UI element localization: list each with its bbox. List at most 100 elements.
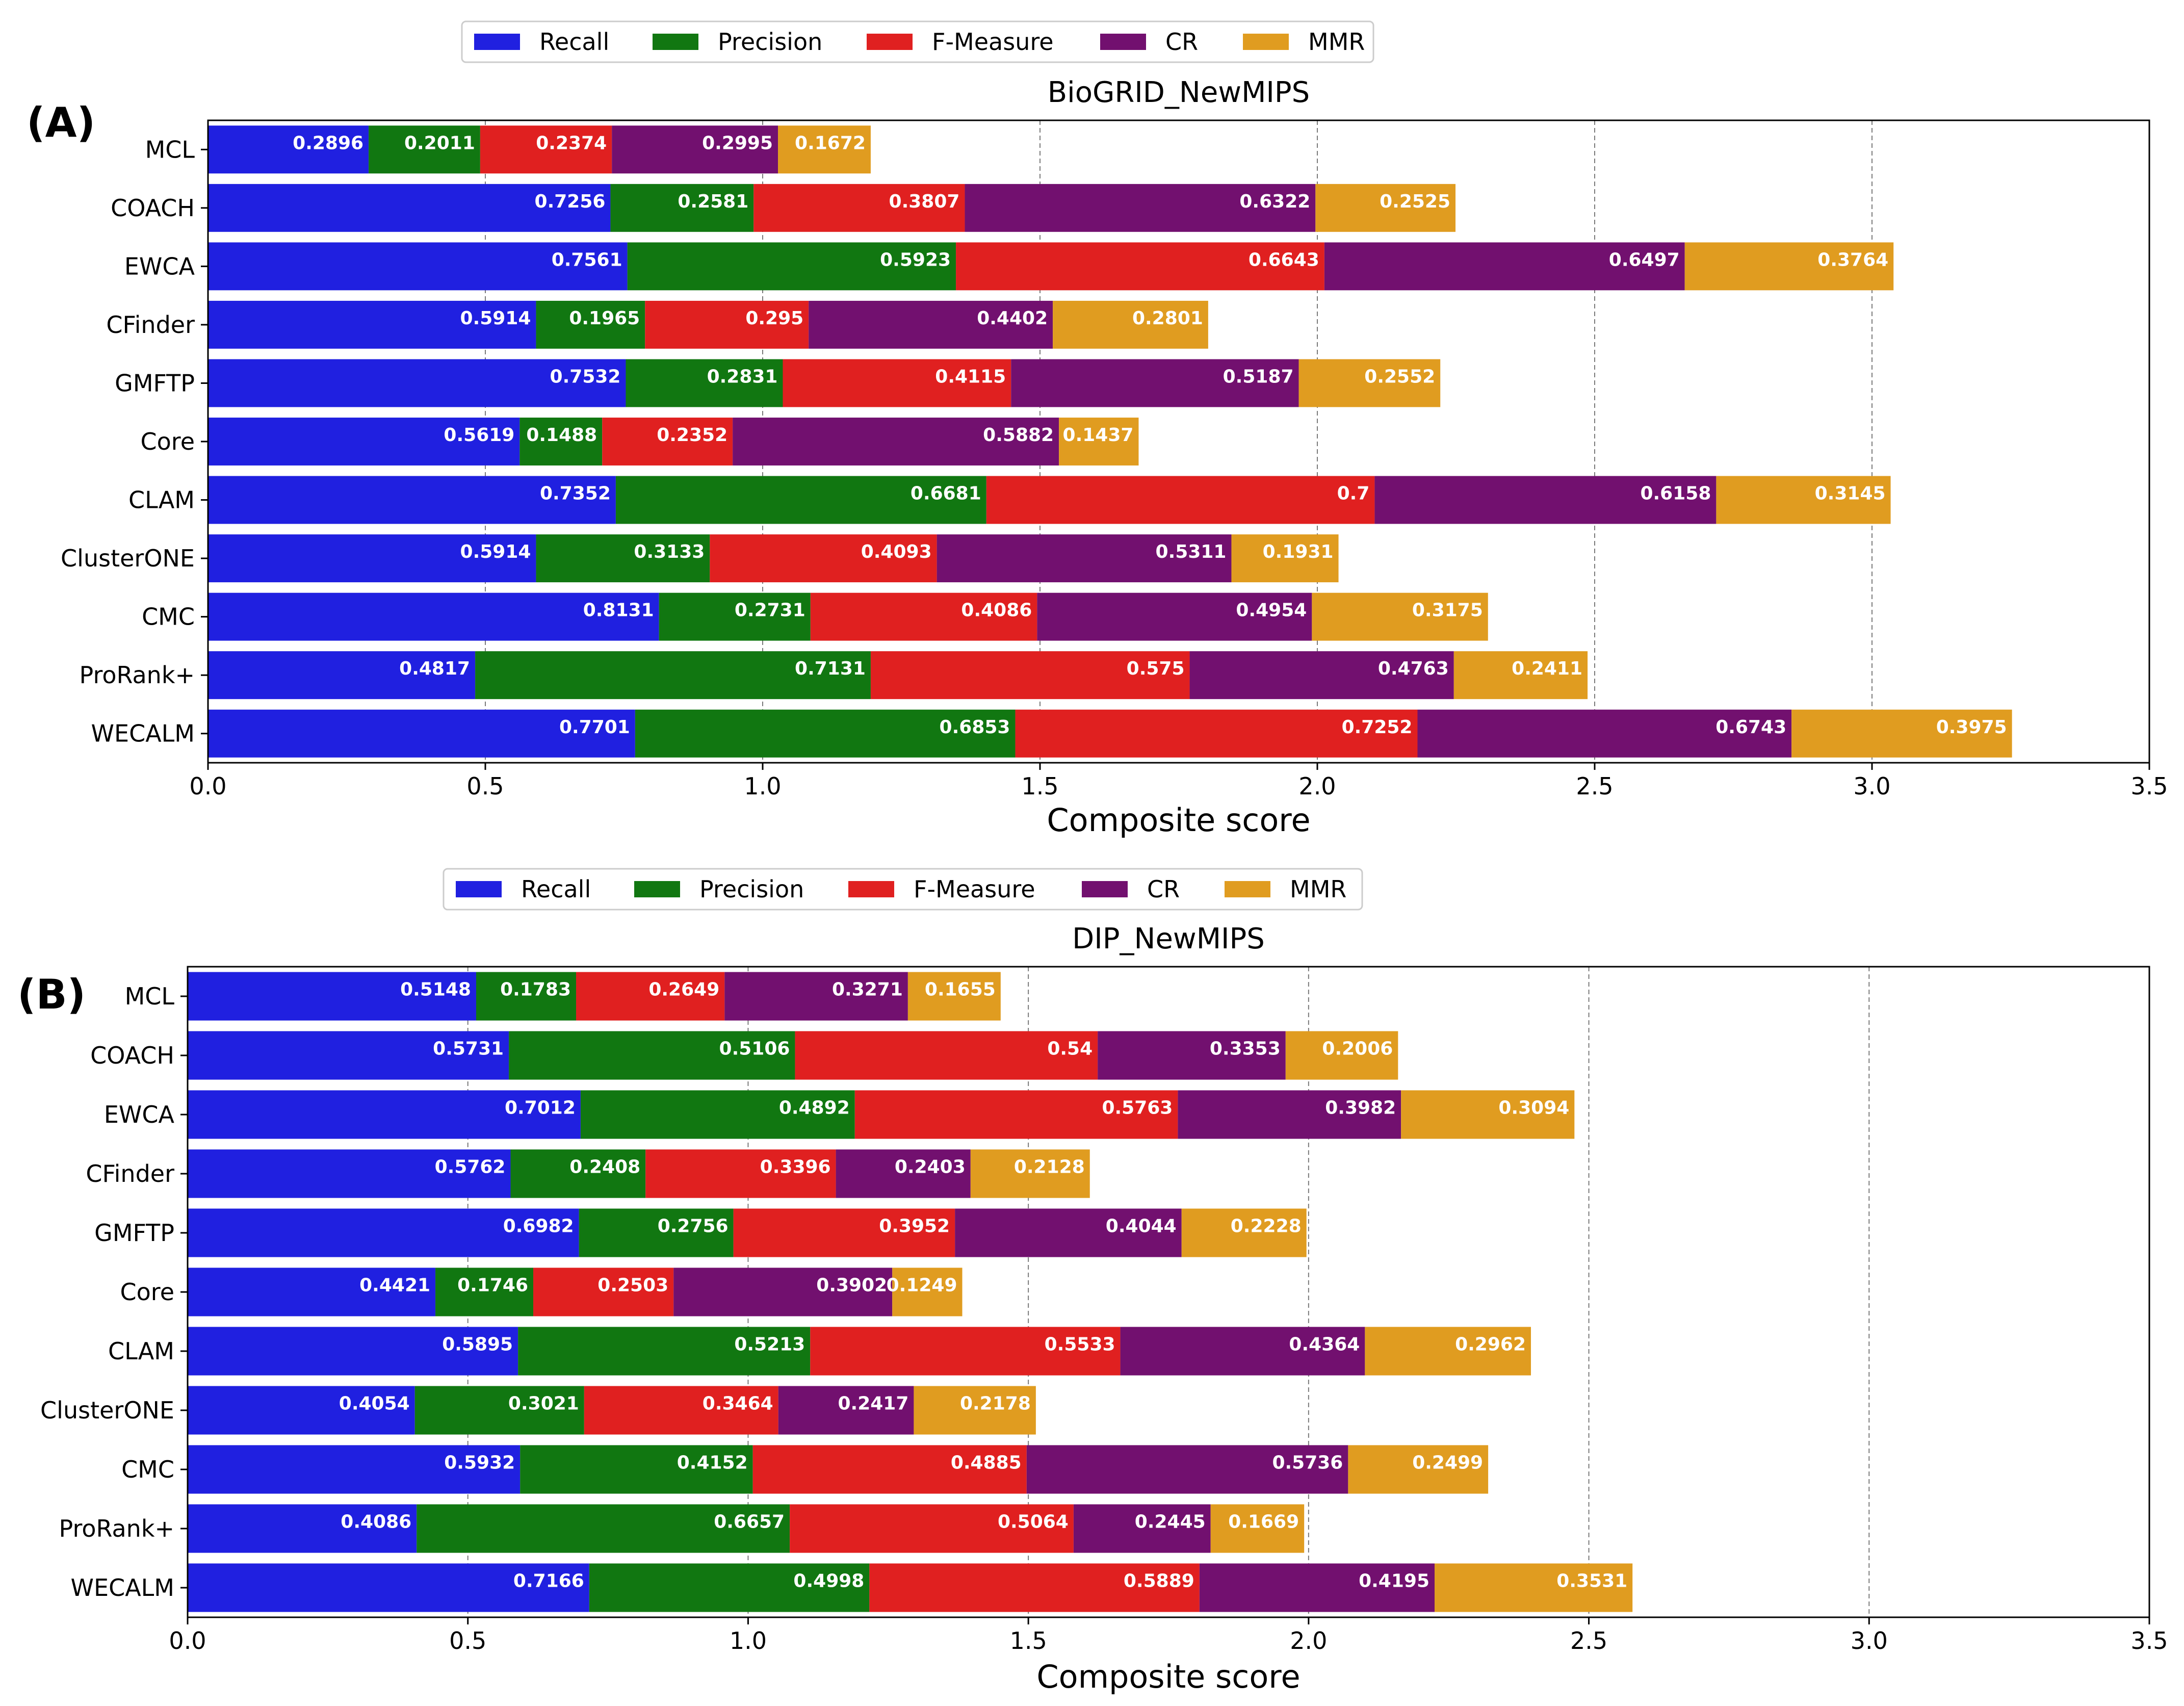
legend-swatch-mmr: [1243, 34, 1289, 50]
bar-segment-precision: [435, 1268, 534, 1316]
bar-segment-f-measure: [645, 300, 809, 349]
x-tick-label: 1.5: [1021, 772, 1058, 800]
category-label: GMFTP: [115, 369, 195, 397]
bar-value-label: 0.2128: [1014, 1156, 1085, 1177]
bar-segment-recall: [208, 359, 626, 407]
bar-value-label: 0.3021: [508, 1393, 579, 1414]
bar-segment-cr: [1199, 1563, 1435, 1612]
bar-segment-precision: [518, 1327, 811, 1376]
bar-segment-f-measure: [870, 651, 1190, 700]
bar-segment-f-measure: [576, 972, 725, 1021]
bar-value-label: 0.5763: [1102, 1097, 1173, 1118]
category-label: MCL: [145, 136, 195, 163]
bar-segment-recall: [208, 592, 659, 641]
bar-segment-cr: [965, 184, 1316, 232]
panel-b-bars: 0.5148 0.1783 0.2649 0.3271 0.1655 0.5731 0.51…: [188, 972, 1633, 1612]
bar-value-label: 0.4421: [359, 1275, 430, 1296]
bar-segment-f-measure: [584, 1386, 778, 1435]
bar-value-label: 0.4115: [935, 366, 1006, 387]
bar-value-label: 0.1746: [457, 1275, 528, 1296]
bar-segment-recall: [188, 972, 476, 1021]
bar-segment-mmr: [1210, 1504, 1305, 1553]
bar-segment-f-measure: [480, 125, 612, 174]
category-label: ClusterONE: [40, 1397, 174, 1424]
bar-segment-mmr: [892, 1268, 963, 1316]
bar-value-label: 0.5619: [444, 425, 514, 446]
bar-value-label: 0.2011: [404, 133, 475, 153]
panel-b-letter: (B): [17, 971, 86, 1018]
category-label: WECALM: [91, 720, 195, 747]
bar-value-label: 0.4364: [1289, 1334, 1360, 1355]
bar-value-label: 0.5914: [460, 308, 531, 329]
category-label: MCL: [125, 983, 175, 1010]
bar-segment-f-measure: [986, 476, 1375, 524]
bar-value-label: 0.5187: [1223, 366, 1294, 387]
bar-value-label: 0.3531: [1556, 1570, 1627, 1591]
bar-segment-mmr: [778, 125, 871, 174]
panel-b-x-axis-label: Composite score: [1036, 1658, 1300, 1695]
bar-segment-recall: [188, 1031, 509, 1080]
bar-segment-precision: [475, 651, 871, 700]
bar-segment-precision: [589, 1563, 870, 1612]
bar-segment-mmr: [1053, 300, 1208, 349]
bar-segment-recall: [188, 1208, 579, 1257]
bar-segment-cr: [1120, 1327, 1365, 1376]
bar-segment-cr: [1073, 1504, 1211, 1553]
x-tick-label: 1.5: [1010, 1627, 1047, 1655]
legend-label: Recall: [521, 875, 591, 903]
bar-value-label: 0.2525: [1380, 191, 1450, 212]
bar-segment-recall: [208, 300, 536, 349]
legend-label: CR: [1165, 28, 1198, 56]
bar-segment-recall: [188, 1445, 521, 1494]
bar-segment-precision: [520, 1445, 753, 1494]
bar-segment-precision: [635, 709, 1016, 758]
x-tick-label: 3.0: [1851, 1627, 1888, 1655]
bar-segment-precision: [610, 184, 754, 232]
bar-value-label: 0.2352: [657, 425, 727, 446]
bar-value-label: 0.1965: [569, 308, 640, 329]
bar-value-label: 0.4086: [961, 600, 1032, 621]
legend-label: Precision: [699, 875, 804, 903]
bar-value-label: 0.1488: [526, 425, 597, 446]
bar-value-label: 0.7252: [1342, 717, 1413, 738]
bar-value-label: 0.6657: [714, 1511, 785, 1532]
category-label: CMC: [121, 1456, 174, 1483]
bar-segment-f-measure: [533, 1268, 674, 1316]
category-label: GMFTP: [94, 1219, 174, 1247]
bar-segment-cr: [1178, 1090, 1401, 1139]
category-label: CMC: [142, 603, 195, 631]
panel-a-letter: (A): [27, 99, 95, 146]
bar-segment-cr: [809, 300, 1053, 349]
bar-value-label: 0.6982: [503, 1216, 574, 1236]
bar-value-label: 0.4954: [1236, 600, 1307, 621]
bar-value-label: 0.1437: [1063, 425, 1134, 446]
bar-segment-f-measure: [752, 1445, 1027, 1494]
bar-segment-precision: [476, 972, 577, 1021]
bar-value-label: 0.7012: [505, 1097, 576, 1118]
bar-segment-mmr: [1285, 1031, 1398, 1080]
bar-segment-f-measure: [1015, 709, 1418, 758]
bar-value-label: 0.3902: [816, 1275, 887, 1296]
bar-segment-precision: [580, 1090, 855, 1139]
panel-a-title: BioGRID_NewMIPS: [1048, 76, 1310, 109]
bar-segment-recall: [208, 184, 611, 232]
bar-segment-recall: [208, 534, 536, 583]
legend-box: [461, 20, 1374, 63]
bar-segment-precision: [536, 534, 710, 583]
bar-segment-mmr: [1716, 476, 1891, 524]
category-label: ProRank+: [80, 661, 195, 689]
legend-swatch-precision: [653, 34, 698, 50]
category-label: ClusterONE: [61, 545, 195, 572]
panel-b: (B) Recall Precision F-Measure CR MMR DIP_Ne…: [17, 868, 2168, 1695]
bar-segment-f-measure: [810, 1327, 1121, 1376]
bar-value-label: 0.4885: [951, 1452, 1022, 1473]
legend-label: MMR: [1308, 28, 1365, 56]
legend-box: [443, 868, 1363, 911]
bar-segment-f-measure: [790, 1504, 1074, 1553]
bar-value-label: 0.2581: [678, 191, 748, 212]
bar-value-label: 0.3271: [832, 979, 903, 1000]
bar-value-label: 0.6158: [1640, 483, 1711, 504]
category-label: COACH: [90, 1042, 174, 1069]
bar-value-label: 0.7352: [540, 483, 611, 504]
